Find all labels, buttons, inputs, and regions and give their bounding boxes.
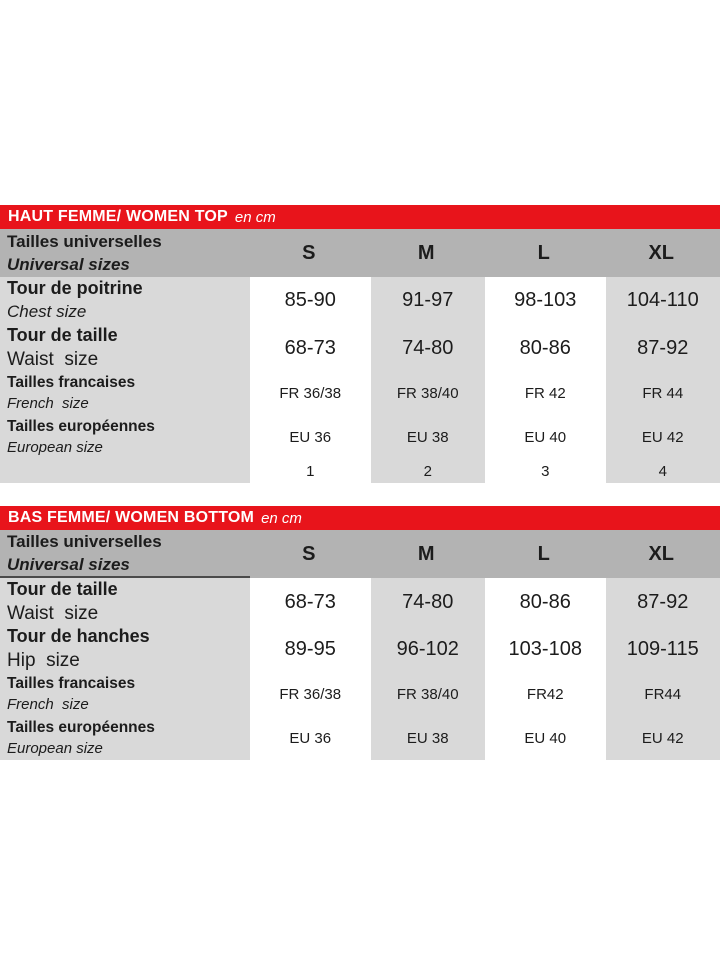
banner-title: HAUT FEMME/ WOMEN TOP [8, 208, 228, 225]
value-cell-s: 89-95 [250, 625, 368, 673]
row-label-fr: Tailles européennes [7, 418, 155, 435]
value-cell-s: 68-73 [250, 324, 368, 372]
row-label-fr: Tour de taille [7, 579, 118, 599]
value-cell-m: 74-80 [367, 578, 485, 626]
size-col-s: S [302, 542, 316, 565]
row-label: Tour de poitrine Chest size [0, 277, 250, 324]
banner-unit: en cm [261, 509, 302, 527]
value-cell-l: 98-103 [485, 277, 603, 324]
universal-sizes-label: Tailles universelles Universal sizes [0, 530, 250, 578]
banner-unit: en cm [234, 208, 276, 226]
row-label-fr: Tailles francaises [7, 675, 136, 692]
table-row-european-size: Tailles européennes European size EU 36 … [0, 716, 720, 760]
value-cell-xl: FR 44 [602, 371, 720, 415]
value-cell-l: FR 42 [485, 371, 603, 415]
label-fr: Tailles universelles [7, 232, 162, 251]
value-cell-l: EU 40 [485, 716, 603, 760]
value-cell-xl: 87-92 [602, 578, 720, 626]
value-cell-l: FR42 [485, 672, 603, 716]
row-label: Tour de hanches Hip size [0, 625, 250, 673]
size-col-m: M [417, 542, 435, 565]
row-label: Tour de taille Waist size [0, 578, 250, 626]
value-cell-l: 80-86 [485, 324, 603, 372]
table-banner-women-top: HAUT FEMME/ WOMEN TOP en cm [0, 205, 720, 229]
value-cell-s: FR 36/38 [250, 672, 368, 716]
value-cell-xl: FR44 [602, 672, 720, 716]
row-label-en: European size [7, 740, 103, 757]
row-label: Tailles européennes European size [0, 415, 250, 459]
value-cell-s: 85-90 [250, 277, 368, 324]
row-label: Tour de taille Waist size [0, 324, 250, 372]
value-cell-s: 68-73 [250, 578, 368, 626]
value-cell-xl: EU 42 [602, 415, 720, 459]
size-col-m: M [417, 241, 435, 264]
label-fr: Tailles universelles [7, 532, 162, 551]
value-cell-l: 80-86 [485, 578, 603, 626]
row-label-en: European size [7, 439, 103, 456]
value-cell-m: 2 [367, 459, 485, 483]
row-label-en: French size [7, 395, 89, 412]
value-cell-m: 91-97 [367, 277, 485, 324]
banner-title: BAS FEMME/ WOMEN BOTTOM [8, 509, 255, 526]
value-cell-m: 74-80 [367, 324, 485, 372]
size-header-row: Tailles universelles Universal sizes S M… [0, 530, 720, 578]
value-cell-xl: 104-110 [602, 277, 720, 324]
size-table-women-top: HAUT FEMME/ WOMEN TOP en cm Tailles univ… [0, 205, 720, 483]
table-row-french-size: Tailles francaises French size FR 36/38 … [0, 371, 720, 415]
row-label-en: Chest size [7, 302, 87, 321]
row-label-en: Waist size [7, 349, 99, 370]
size-col-l: L [537, 542, 550, 565]
value-cell-xl: 109-115 [602, 625, 720, 673]
row-label: Tailles européennes European size [0, 716, 250, 760]
size-col-xl: XL [648, 241, 675, 264]
value-cell-l: 103-108 [485, 625, 603, 673]
value-cell-xl: 87-92 [602, 324, 720, 372]
row-label-fr: Tour de taille [7, 325, 118, 345]
row-label-fr: Tailles européennes [7, 719, 155, 736]
value-cell-m: FR 38/40 [367, 672, 485, 716]
tables-spacer [0, 483, 720, 506]
value-cell-s: 1 [250, 459, 368, 483]
row-label: Tailles francaises French size [0, 371, 250, 415]
row-label-fr: Tour de hanches [7, 626, 150, 646]
table-row-waist-size: Tour de taille Waist size 68-73 74-80 80… [0, 578, 720, 626]
row-label: Tailles francaises French size [0, 672, 250, 716]
row-label-en: French size [7, 696, 89, 713]
value-cell-s: FR 36/38 [250, 371, 368, 415]
row-label-en: Waist size [7, 603, 99, 624]
value-cell-l: EU 40 [485, 415, 603, 459]
value-cell-s: EU 36 [250, 716, 368, 760]
size-table-women-bottom: BAS FEMME/ WOMEN BOTTOM en cm Tailles un… [0, 506, 720, 760]
value-cell-m: 96-102 [367, 625, 485, 673]
row-label-en: Hip size [7, 650, 80, 671]
size-header-row: Tailles universelles Universal sizes S M… [0, 229, 720, 277]
value-cell-l: 3 [485, 459, 603, 483]
size-col-xl: XL [648, 542, 675, 565]
value-cell-m: FR 38/40 [367, 371, 485, 415]
table-row-european-size: Tailles européennes European size EU 36 … [0, 415, 720, 459]
table-row-french-size: Tailles francaises French size FR 36/38 … [0, 672, 720, 716]
label-en: Universal sizes [7, 255, 130, 274]
table-row-size-numbers: 1 2 3 4 [0, 459, 720, 483]
row-label-fr: Tour de poitrine [7, 278, 143, 298]
size-col-s: S [302, 241, 316, 264]
value-cell-xl: EU 42 [602, 716, 720, 760]
table-row-waist-size: Tour de taille Waist size 68-73 74-80 80… [0, 324, 720, 372]
value-cell-m: EU 38 [367, 415, 485, 459]
table-row-hip-size: Tour de hanches Hip size 89-95 96-102 10… [0, 625, 720, 673]
row-label-fr: Tailles francaises [7, 374, 136, 391]
table-row-chest-size: Tour de poitrine Chest size 85-90 91-97 … [0, 277, 720, 324]
table-banner-women-bottom: BAS FEMME/ WOMEN BOTTOM en cm [0, 506, 720, 530]
label-en: Universal sizes [7, 555, 130, 574]
size-col-l: L [537, 241, 550, 264]
row-label-empty [0, 459, 250, 483]
value-cell-m: EU 38 [367, 716, 485, 760]
universal-sizes-label: Tailles universelles Universal sizes [0, 229, 250, 277]
value-cell-xl: 4 [602, 459, 720, 483]
value-cell-s: EU 36 [250, 415, 368, 459]
